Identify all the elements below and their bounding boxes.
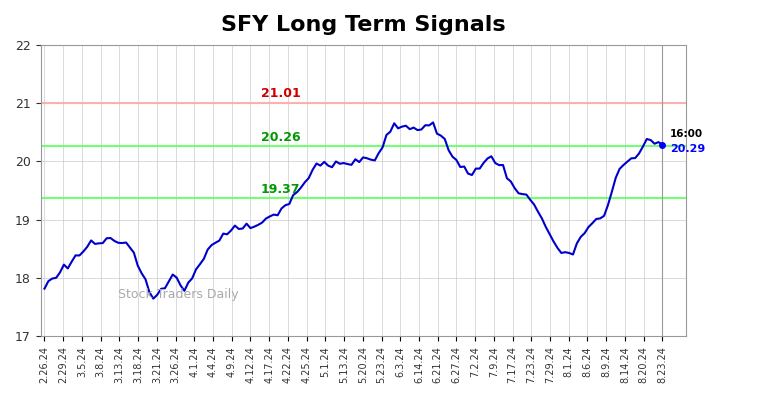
Text: 20.29: 20.29 [670,144,706,154]
Text: Stock Traders Daily: Stock Traders Daily [118,288,238,301]
Text: 20.26: 20.26 [261,131,300,144]
Text: 16:00: 16:00 [670,129,703,139]
Title: SFY Long Term Signals: SFY Long Term Signals [221,15,506,35]
Text: 19.37: 19.37 [261,183,300,196]
Text: 21.01: 21.01 [261,87,300,100]
